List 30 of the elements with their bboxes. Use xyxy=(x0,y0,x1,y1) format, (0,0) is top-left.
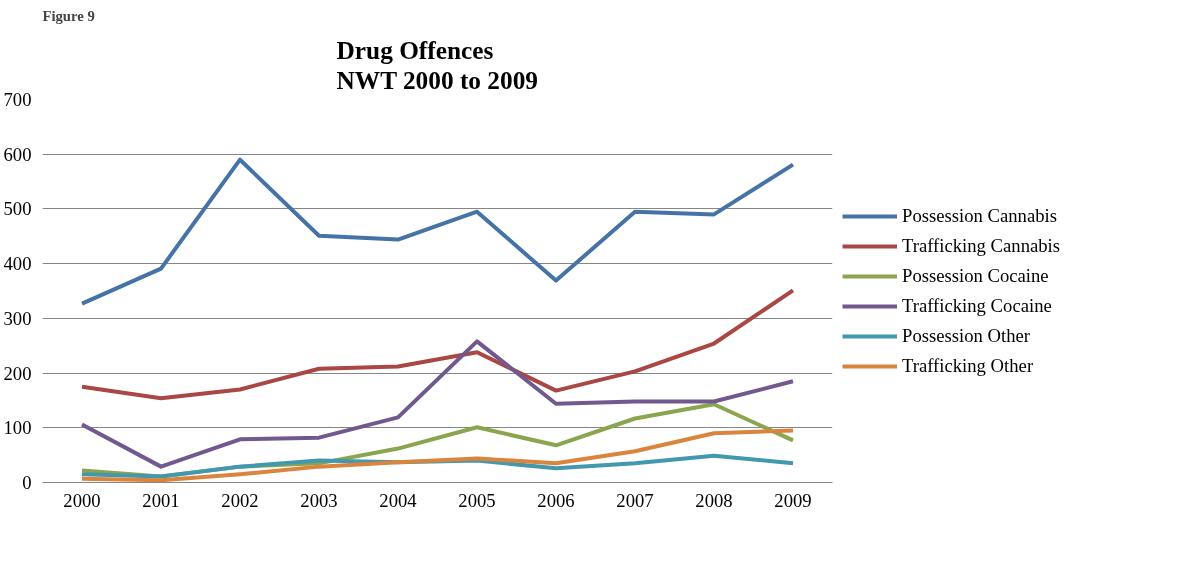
y-tick-label: 500 xyxy=(3,198,32,220)
chart-title: Drug Offences NWT 2000 to 2009 xyxy=(336,35,539,95)
x-tick-label: 2001 xyxy=(142,489,180,511)
x-tick-label: 2002 xyxy=(221,489,259,511)
legend-label: Possession Cannabis xyxy=(902,204,1057,227)
y-tick-label: 600 xyxy=(3,143,32,165)
x-tick-label: 2004 xyxy=(379,489,418,511)
y-tick-label: 400 xyxy=(3,253,32,275)
x-tick-label: 2007 xyxy=(616,489,654,511)
x-tick-label: 2006 xyxy=(537,489,575,511)
x-tick-label: 2003 xyxy=(300,489,338,511)
x-tick-label: 2009 xyxy=(774,489,812,511)
x-tick-label: 2005 xyxy=(458,489,496,511)
line-series xyxy=(80,288,795,401)
line-series xyxy=(80,428,795,483)
line-series xyxy=(80,339,795,469)
y-tick-label: 100 xyxy=(3,417,32,439)
y-tick-label: 700 xyxy=(3,89,32,110)
y-tick-label: 300 xyxy=(3,307,32,329)
legend-label: Possession Other xyxy=(902,324,1031,347)
legend-label: Trafficking Other xyxy=(902,354,1034,377)
y-tick-label: 200 xyxy=(3,362,32,384)
y-tick-label: 0 xyxy=(22,472,32,493)
legend-label: Trafficking Cocaine xyxy=(902,294,1052,317)
caption: Figure 9 xyxy=(42,7,95,24)
x-tick-label: 2008 xyxy=(695,489,733,511)
line-series xyxy=(80,157,795,306)
legend-label: Trafficking Cannabis xyxy=(902,234,1061,257)
x-tick-label: 2000 xyxy=(63,489,101,511)
legend-label: Possession Cocaine xyxy=(902,264,1049,287)
